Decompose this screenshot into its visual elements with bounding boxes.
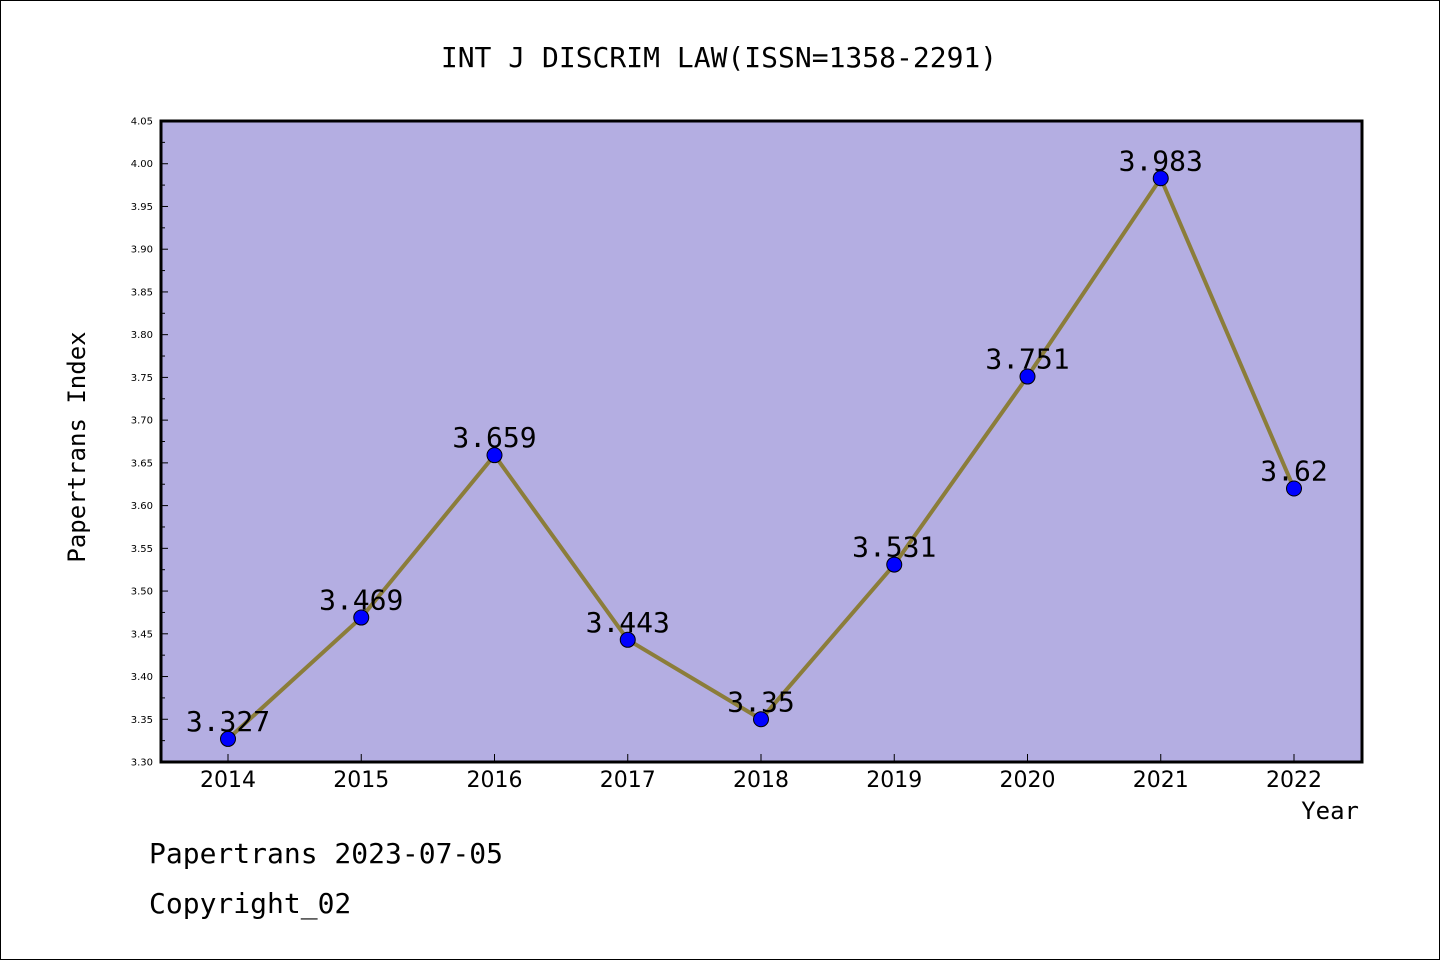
y-tick-label: 3.60: [131, 501, 153, 512]
footer-date: Papertrans 2023-07-05: [149, 837, 503, 870]
y-tick-label: 3.95: [131, 202, 153, 213]
x-axis-label: Year: [1301, 797, 1359, 825]
data-label: 3.983: [1119, 144, 1203, 177]
y-tick-label: 4.05: [131, 117, 153, 128]
data-label: 3.751: [985, 343, 1069, 376]
x-tick-label: 2017: [600, 768, 656, 793]
x-axis: 2014 2015 2016 2017 2018 2019 2020 2021 2022: [200, 754, 1322, 793]
data-label: 3.62: [1260, 455, 1327, 488]
data-label: 3.443: [586, 606, 670, 639]
y-tick-label: 3.75: [131, 373, 153, 384]
y-tick-label: 3.70: [131, 416, 153, 427]
footer-copyright: Copyright_02: [149, 887, 351, 921]
x-tick-label: 2022: [1266, 768, 1322, 793]
data-labels: 3.327 3.469 3.659 3.443 3.35 3.531 3.751 3.983 3…: [186, 144, 1328, 738]
y-tick-label: 3.90: [131, 245, 153, 256]
data-label: 3.327: [186, 705, 270, 738]
data-label: 3.659: [452, 421, 536, 454]
x-tick-label: 2015: [333, 768, 389, 793]
y-axis: 3.30 3.35 3.40 3.45 3.50 3.55 3.60 3.65 3.70 3.75…: [131, 117, 168, 769]
y-axis-label: Papertrans Index: [63, 331, 91, 562]
y-tick-label: 3.45: [131, 629, 153, 640]
data-point: [486, 447, 503, 464]
y-tick-label: 3.80: [131, 330, 153, 341]
y-tick-label: 3.65: [131, 458, 153, 469]
y-tick-label: 3.55: [131, 544, 153, 555]
y-tick-label: 4.00: [131, 159, 153, 170]
chart-title: INT J DISCRIM LAW(ISSN=1358-2291): [441, 41, 997, 74]
plot-border: [159, 119, 1364, 764]
x-tick-label: 2018: [733, 768, 789, 793]
data-label: 3.469: [319, 584, 403, 617]
y-tick-label: 3.40: [131, 672, 153, 683]
data-point: [1019, 368, 1036, 385]
data-point: [619, 631, 636, 648]
y-tick-label: 3.35: [131, 715, 153, 726]
x-tick-label: 2019: [866, 768, 922, 793]
y-tick-label: 3.85: [131, 287, 153, 298]
data-point: [220, 730, 236, 747]
x-tick-label: 2020: [1000, 768, 1056, 793]
data-label: 3.531: [852, 531, 936, 564]
y-tick-label: 3.30: [131, 758, 153, 769]
series-markers: [220, 170, 1302, 747]
x-tick-label: 2021: [1133, 768, 1189, 793]
x-tick-label: 2016: [467, 768, 523, 793]
data-point: [886, 556, 903, 573]
data-label: 3.35: [727, 685, 794, 718]
data-point: [753, 711, 769, 728]
data-point: [1152, 170, 1169, 187]
data-point: [353, 609, 370, 626]
x-tick-label: 2014: [200, 768, 256, 793]
data-point: [1286, 480, 1302, 497]
y-tick-label: 3.50: [131, 587, 153, 598]
plot-area: [161, 121, 1362, 762]
